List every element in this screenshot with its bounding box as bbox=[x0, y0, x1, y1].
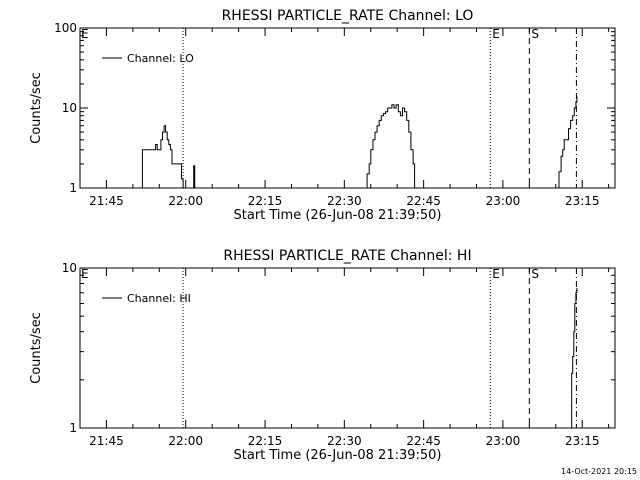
lo-edge-label: E bbox=[81, 27, 89, 41]
lo-marker-label: S bbox=[531, 27, 539, 41]
lo-y-axis-label: Counts/sec bbox=[29, 72, 44, 144]
lo-series-line bbox=[365, 104, 416, 189]
lo-x-tick-label: 22:45 bbox=[406, 194, 441, 208]
lo-x-tick-label: 21:45 bbox=[89, 194, 124, 208]
lo-chart-title: RHESSI PARTICLE_RATE Channel: LO bbox=[222, 8, 474, 24]
lo-y-tick-label: 1 bbox=[69, 181, 77, 195]
lo-series-line bbox=[192, 165, 196, 189]
lo-y-tick-label: 10 bbox=[62, 101, 77, 115]
lo-channel-panel: RHESSI PARTICLE_RATE Channel: LO 21:45 22:… bbox=[29, 8, 616, 223]
lo-series-line bbox=[556, 96, 578, 189]
lo-series-line bbox=[138, 125, 184, 189]
lo-x-tick-label: 22:00 bbox=[168, 194, 203, 208]
hi-marker-label: E bbox=[492, 267, 500, 281]
hi-x-axis-label: Start Time (26-Jun-08 21:39:50) bbox=[234, 448, 442, 463]
lo-legend-label: Channel: LO bbox=[127, 52, 194, 65]
hi-x-tick-label: 22:00 bbox=[168, 434, 203, 448]
hi-x-tick-label: 22:15 bbox=[248, 434, 283, 448]
hi-channel-panel: RHESSI PARTICLE_RATE Channel: HI 21:45 22:… bbox=[29, 248, 616, 463]
hi-x-tick-label: 22:30 bbox=[327, 434, 362, 448]
lo-marker-label: E bbox=[492, 27, 500, 41]
hi-x-tick-label: 23:00 bbox=[486, 434, 521, 448]
hi-edge-label: E bbox=[81, 267, 89, 281]
plot-timestamp: 14-Oct-2021 20:15 bbox=[561, 467, 637, 476]
hi-chart-title: RHESSI PARTICLE_RATE Channel: HI bbox=[223, 248, 471, 264]
hi-marker-label: S bbox=[531, 267, 539, 281]
lo-x-tick-label: 22:30 bbox=[327, 194, 362, 208]
hi-y-tick-label: 1 bbox=[69, 421, 77, 435]
hi-x-tick-label: 23:15 bbox=[565, 434, 600, 448]
hi-legend-label: Channel: HI bbox=[127, 292, 191, 305]
lo-x-tick-label: 23:00 bbox=[486, 194, 521, 208]
hi-y-axis-label: Counts/sec bbox=[29, 312, 44, 384]
hi-x-tick-label: 22:45 bbox=[406, 434, 441, 448]
lo-x-axis-label: Start Time (26-Jun-08 21:39:50) bbox=[234, 208, 442, 223]
hi-y-tick-label: 10 bbox=[62, 261, 77, 275]
hi-series-line bbox=[570, 288, 578, 429]
lo-x-tick-label: 22:15 bbox=[248, 194, 283, 208]
hi-plot-frame bbox=[79, 267, 616, 429]
hi-x-tick-label: 21:45 bbox=[89, 434, 124, 448]
lo-y-tick-label: 100 bbox=[54, 21, 77, 35]
lo-x-tick-label: 23:15 bbox=[565, 194, 600, 208]
